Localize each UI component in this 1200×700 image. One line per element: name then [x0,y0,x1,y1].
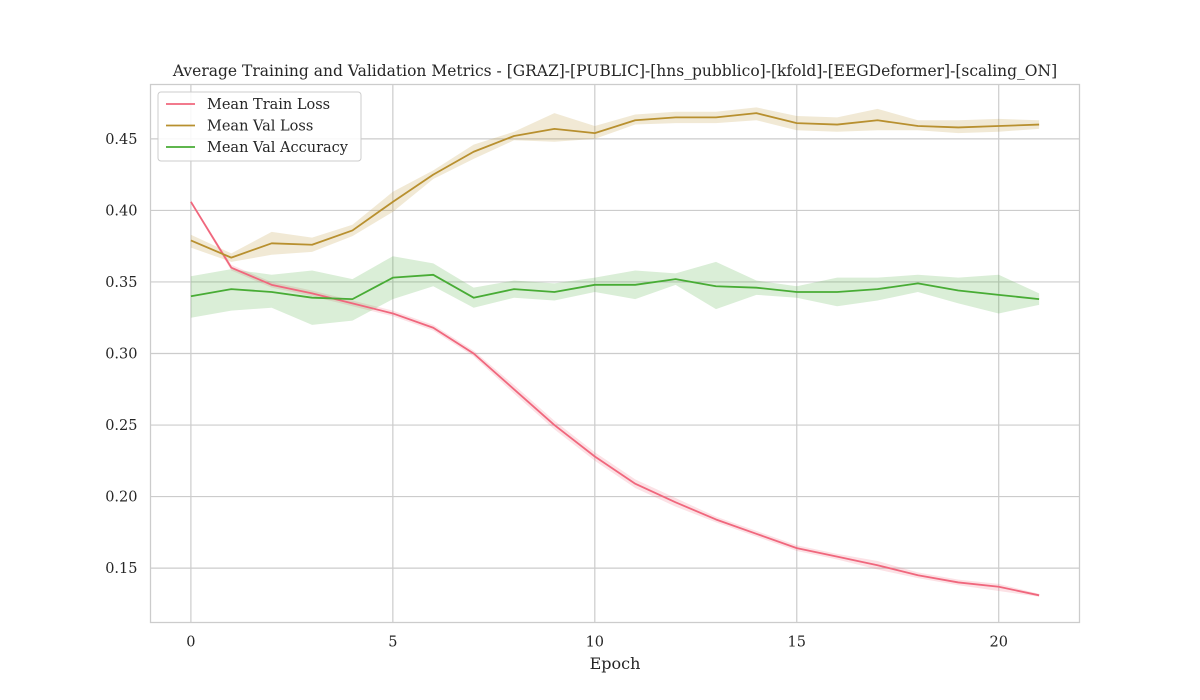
mean-val-accuracy-band [190,256,1040,325]
x-tick-label: 10 [586,635,604,651]
mean-val-loss-legend-label: Mean Val Loss [207,119,313,135]
x-tick-label: 20 [989,635,1007,651]
chart-title: Average Training and Validation Metrics … [172,62,1057,80]
legend-items: Mean Train Loss Mean Val Loss Mean Val Acc… [166,97,349,156]
x-tick-label: 5 [388,635,397,651]
y-tick-label: 0.45 [105,132,137,148]
plot-frame [149,83,1081,624]
y-tick-label: 0.20 [105,490,137,506]
x-tick-label: 15 [788,635,806,651]
y-tick-label: 0.25 [105,418,137,434]
legend-box [157,91,362,162]
legend: Mean Train Loss Mean Val Loss Mean Val Acc… [157,91,362,162]
x-axis-label: Epoch [590,654,641,673]
confidence-bands [190,107,1040,597]
mean-val-loss-band [190,107,1040,262]
x-tick-label: 0 [186,635,195,651]
mean-val-loss-line [190,112,1040,259]
y-tick-label: 0.35 [105,275,137,291]
y-tick-label: 0.15 [105,561,137,577]
mean-train-loss-legend-label: Mean Train Loss [207,97,330,113]
grid-lines [150,84,1080,623]
mean-val-accuracy-line [190,273,1040,301]
mean-val-accuracy-legend-label: Mean Val Accuracy [207,140,349,156]
y-tick-label: 0.30 [105,347,137,363]
tick-labels: 0 5 10 15 20 0.15 0.20 0.25 0.30 0.35 0.40 0.45 [105,132,1008,651]
series-lines [190,112,1040,597]
y-tick-label: 0.40 [105,203,137,219]
